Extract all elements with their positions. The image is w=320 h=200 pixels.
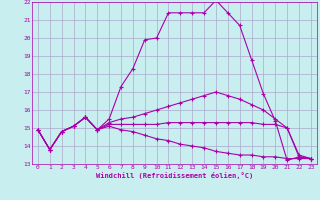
X-axis label: Windchill (Refroidissement éolien,°C): Windchill (Refroidissement éolien,°C)	[96, 172, 253, 179]
